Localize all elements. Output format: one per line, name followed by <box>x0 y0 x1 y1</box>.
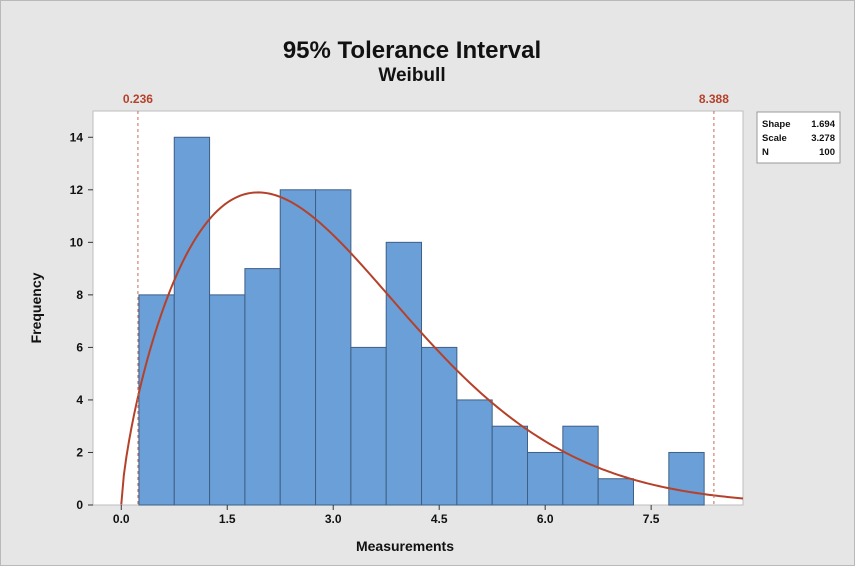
histogram-bar-9 <box>456 399 493 506</box>
x-tick-label-4: 6.0 <box>537 512 554 526</box>
chart-subtitle: Weibull <box>378 65 445 86</box>
legend-scale-value: 3.278 <box>811 133 835 144</box>
x-tick-label-1: 1.5 <box>219 512 236 526</box>
histogram-bar-5 <box>315 189 352 506</box>
histogram-bar-15 <box>668 451 705 506</box>
histogram-bar-3 <box>244 268 281 506</box>
x-tick-label-2: 3.0 <box>325 512 342 526</box>
weibull-fit-curve <box>120 191 744 505</box>
x-axis-label: Measurements <box>356 538 454 554</box>
x-tick-label-3: 4.5 <box>431 512 448 526</box>
legend-n-label: N <box>762 147 769 158</box>
lower-tolerance-label: 0.236 <box>123 92 153 106</box>
legend-shape-label: Shape <box>762 119 791 130</box>
upper-tolerance-label: 8.388 <box>699 92 729 106</box>
x-axis: 0.0 1.5 3.0 4.5 6.0 7.5 <box>113 505 660 526</box>
legend-n-value: 100 <box>819 147 835 158</box>
legend-box: Shape 1.694 Scale 3.278 N 100 <box>756 111 841 164</box>
x-tick-label-0: 0.0 <box>113 512 130 526</box>
y-tick-label-5: 10 <box>70 235 84 249</box>
chart-title: 95% Tolerance Interval <box>283 37 541 64</box>
y-tick-label-0: 0 <box>76 498 83 512</box>
y-tick-label-4: 8 <box>76 288 83 302</box>
histogram-bars <box>138 136 705 506</box>
y-tick-label-2: 4 <box>76 393 83 407</box>
y-tick-label-3: 6 <box>76 340 83 354</box>
histogram-bar-4 <box>279 189 317 506</box>
histogram-bar-8 <box>421 346 458 506</box>
x-tick-label-5: 7.5 <box>643 512 660 526</box>
legend-scale-label: Scale <box>762 133 787 144</box>
legend-shape-value: 1.694 <box>811 119 835 130</box>
y-tick-label-1: 2 <box>76 445 83 459</box>
histogram-bar-6 <box>350 346 387 506</box>
histogram-bar-13 <box>597 478 634 506</box>
histogram-bar-2 <box>209 294 246 506</box>
y-tick-label-7: 14 <box>70 130 84 144</box>
histogram-bar-1 <box>173 136 211 506</box>
y-axis-label: Frequency <box>28 272 44 343</box>
y-axis: 0 2 4 6 8 10 12 14 <box>70 130 93 512</box>
y-tick-label-6: 12 <box>70 183 84 197</box>
histogram-bar-11 <box>527 451 564 506</box>
histogram-bar-7 <box>385 241 423 506</box>
histogram-bar-10 <box>491 425 529 506</box>
